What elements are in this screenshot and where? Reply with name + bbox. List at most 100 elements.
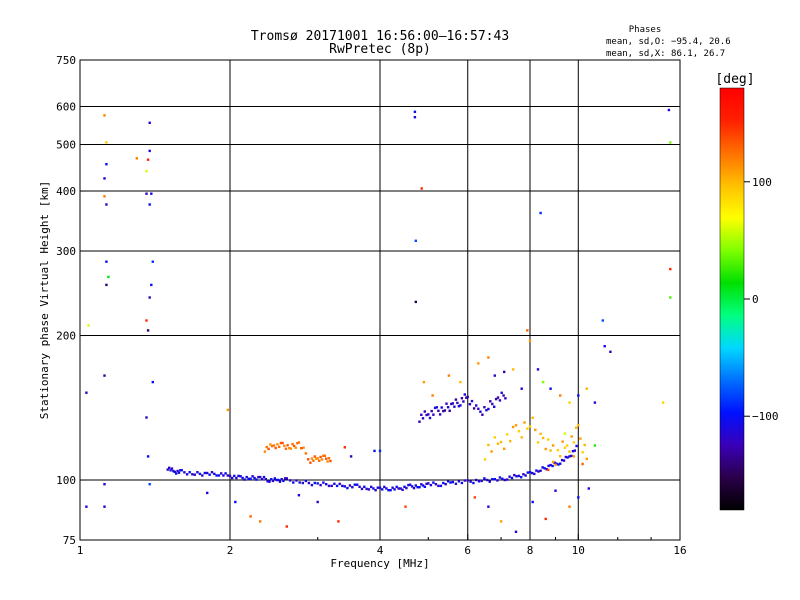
o-trace-point (393, 488, 396, 491)
x-trace-point (272, 444, 276, 447)
o-trace-point (560, 458, 564, 462)
o-trace-point (215, 474, 218, 477)
colorbar-unit-label: [deg] (715, 72, 754, 87)
x-trace-point (310, 457, 314, 460)
f2-x-trace-point (528, 425, 532, 428)
o-trace-point (423, 485, 426, 488)
x-trace-point (289, 447, 293, 450)
f2-trace-point (432, 413, 435, 416)
f2-trace-point (437, 409, 440, 412)
f2-trace-point (466, 395, 469, 399)
scatter-point (587, 487, 590, 490)
scatter-point (526, 329, 529, 332)
o-trace-point (496, 479, 499, 482)
x-tick-label: 10 (572, 544, 585, 557)
scatter-point (609, 350, 612, 353)
o-trace-point (208, 473, 211, 476)
f2-x-trace-point (523, 421, 526, 424)
x-trace-point (278, 445, 281, 448)
o-trace-point (385, 487, 388, 490)
o-trace-point (372, 487, 375, 490)
x-trace-point (300, 447, 303, 450)
scatter-point (150, 192, 153, 195)
grid-lines (80, 60, 680, 540)
scatter-point (145, 416, 148, 419)
o-trace-point (330, 484, 333, 488)
f2-trace-point (442, 409, 445, 413)
scatter-point (373, 449, 376, 453)
o-trace-point (466, 479, 469, 482)
o-trace-point (488, 480, 491, 483)
x-trace-point (316, 457, 319, 460)
o-trace-point (346, 486, 349, 490)
f2-x-trace-point (577, 424, 580, 427)
o-trace-point (475, 478, 478, 482)
f2-x-trace-point (503, 447, 506, 450)
scatter-point (541, 380, 545, 384)
scatter-point (661, 401, 665, 404)
f2-trace-point (433, 406, 437, 410)
o-trace-point (251, 475, 254, 478)
f2-trace-point (493, 405, 496, 408)
y-tick-label: 500 (56, 139, 76, 152)
o-trace-point (551, 464, 554, 468)
o-trace-point (273, 477, 276, 480)
x-trace-point (323, 454, 326, 457)
colorbar-tick-label: 100 (752, 176, 772, 189)
colorbar-tick-label: −100 (752, 410, 779, 423)
o-trace-point (266, 480, 269, 483)
scatter-point (420, 187, 423, 190)
o-trace-point (166, 468, 169, 471)
o-trace-point (559, 462, 562, 465)
f2-trace-point (487, 407, 490, 411)
o-trace-point (224, 472, 227, 475)
o-trace-point (483, 477, 486, 480)
f2-x-trace-point (539, 432, 542, 435)
o-trace-point (228, 474, 232, 478)
f2-x-trace-point (483, 458, 487, 461)
f2-x-trace-point (534, 428, 537, 432)
o-trace-point (239, 475, 242, 478)
o-trace-point (295, 479, 298, 482)
f2-x-trace-point (514, 424, 518, 427)
o-trace-point (506, 478, 509, 481)
scatter-point (547, 468, 550, 472)
o-trace-point (420, 483, 423, 486)
o-trace-point (173, 470, 176, 474)
o-trace-point (222, 474, 225, 477)
o-trace-point (513, 473, 516, 477)
o-trace-point (348, 484, 352, 487)
y-tick-label: 75 (63, 534, 76, 547)
o-trace-point (537, 470, 540, 473)
f2-trace-point (502, 394, 505, 397)
scatter-point (422, 380, 426, 384)
f2-trace-point (425, 413, 428, 417)
scatter-point (531, 500, 534, 504)
scatter-point (551, 444, 555, 447)
x-tick-label: 8 (527, 544, 534, 557)
scatter-point (581, 462, 584, 466)
scatter-point (669, 141, 672, 144)
o-trace-point (304, 479, 308, 483)
o-trace-point (307, 481, 311, 485)
scatter-point (148, 203, 151, 206)
f2-trace-point (448, 409, 451, 412)
scatter-point (499, 520, 503, 523)
o-trace-point (226, 474, 229, 477)
o-trace-point (177, 471, 181, 474)
f2-trace-point (423, 410, 426, 413)
x-trace-point (276, 443, 279, 446)
y-tick-label: 100 (56, 474, 76, 487)
x-trace-point (286, 444, 289, 447)
scatter-point (603, 345, 606, 348)
scatter-point (514, 530, 518, 533)
o-trace-point (533, 472, 536, 476)
x-tick-label: 4 (377, 544, 384, 557)
x-trace-point (318, 459, 321, 462)
o-trace-point (376, 486, 379, 489)
o-trace-point (175, 472, 178, 475)
scatter-point (103, 483, 106, 486)
o-trace-point (313, 481, 316, 485)
x-tick-label: 6 (464, 544, 471, 557)
o-trace-point (553, 461, 556, 464)
